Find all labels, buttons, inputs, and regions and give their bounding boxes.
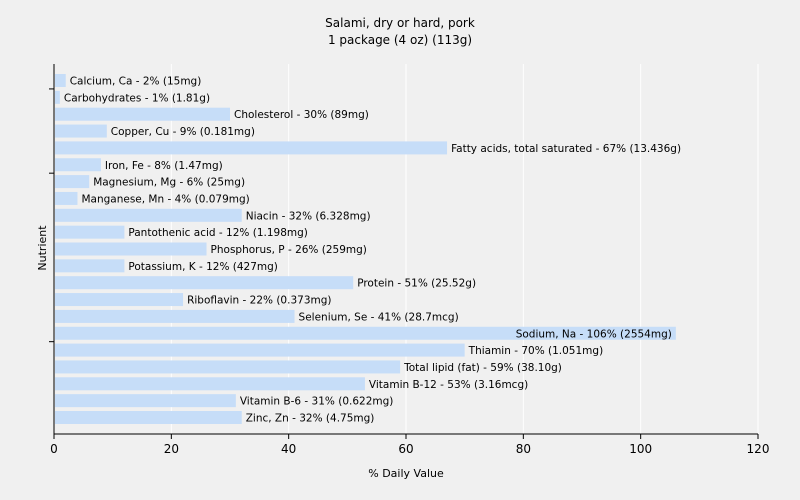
bar-label-10: Phosphorus, P - 26% (259mg) [211, 244, 367, 256]
bar-13 [55, 293, 184, 307]
x-tick-label-120: 120 [747, 442, 770, 456]
bar-11 [55, 259, 125, 273]
bar-5 [55, 158, 101, 172]
x-tick-label-0: 0 [50, 442, 58, 456]
bar-label-17: Total lipid (fat) - 59% (38.10g) [403, 362, 562, 374]
bar-label-7: Manganese, Mn - 4% (0.079mg) [81, 193, 249, 205]
x-tick-label-40: 40 [281, 442, 296, 456]
bar-label-12: Protein - 51% (25.52g) [357, 278, 476, 290]
bar-label-19: Vitamin B-6 - 31% (0.622mg) [240, 396, 394, 408]
bar-15 [55, 326, 676, 340]
x-tick-label-100: 100 [629, 442, 652, 456]
chart-subtitle: 1 package (4 oz) (113g) [328, 33, 472, 47]
bar-label-20: Zinc, Zn - 32% (4.75mg) [246, 413, 375, 425]
y-axis-title: Nutrient [36, 225, 49, 271]
bar-20 [55, 411, 242, 424]
bar-label-9: Pantothenic acid - 12% (1.198mg) [128, 227, 307, 239]
bar-label-2: Cholesterol - 30% (89mg) [234, 109, 369, 121]
bar-label-14: Selenium, Se - 41% (28.7mcg) [299, 311, 459, 323]
bar-label-5: Iron, Fe - 8% (1.47mg) [105, 160, 223, 172]
bar-label-0: Calcium, Ca - 2% (15mg) [70, 76, 202, 88]
bar-label-4: Fatty acids, total saturated - 67% (13.4… [451, 143, 681, 155]
bar-labels-group: Calcium, Ca - 2% (15mg) Carbohydrates - 1… [64, 76, 681, 425]
bar-label-18: Vitamin B-12 - 53% (3.16mcg) [369, 379, 528, 391]
bar-16 [55, 343, 465, 357]
x-tick-labels-group: 0 20 40 60 80 100 120 [50, 442, 769, 456]
x-tick-label-20: 20 [164, 442, 179, 456]
bar-label-15: Sodium, Na - 106% (2554mg) [516, 328, 672, 340]
bar-label-6: Magnesium, Mg - 6% (25mg) [93, 177, 245, 189]
bar-7 [55, 191, 78, 205]
bar-6 [55, 175, 90, 189]
bar-18 [55, 377, 365, 391]
bar-17 [55, 360, 401, 374]
bar-1 [55, 90, 60, 104]
bar-label-11: Potassium, K - 12% (427mg) [128, 261, 278, 273]
bar-2 [55, 107, 230, 121]
bar-3 [55, 124, 107, 138]
bar-label-13: Riboflavin - 22% (0.373mg) [187, 295, 331, 307]
bar-12 [55, 276, 354, 290]
bar-label-8: Niacin - 32% (6.328mg) [246, 210, 371, 222]
chart-title: Salami, dry or hard, pork [325, 16, 475, 30]
x-tick-label-80: 80 [516, 442, 531, 456]
bar-19 [55, 394, 236, 408]
bar-10 [55, 242, 207, 256]
axes-group [49, 64, 759, 439]
bar-label-1: Carbohydrates - 1% (1.81g) [64, 92, 210, 104]
bars-group [55, 74, 676, 424]
bar-9 [55, 225, 125, 239]
x-axis-title: % Daily Value [368, 467, 444, 480]
bar-8 [55, 208, 242, 222]
bar-14 [55, 309, 295, 323]
bar-4 [55, 141, 448, 155]
bar-label-3: Copper, Cu - 9% (0.181mg) [111, 126, 255, 138]
x-tick-label-60: 60 [398, 442, 413, 456]
bar-0 [55, 74, 66, 87]
bar-label-16: Thiamin - 70% (1.051mg) [468, 345, 604, 357]
